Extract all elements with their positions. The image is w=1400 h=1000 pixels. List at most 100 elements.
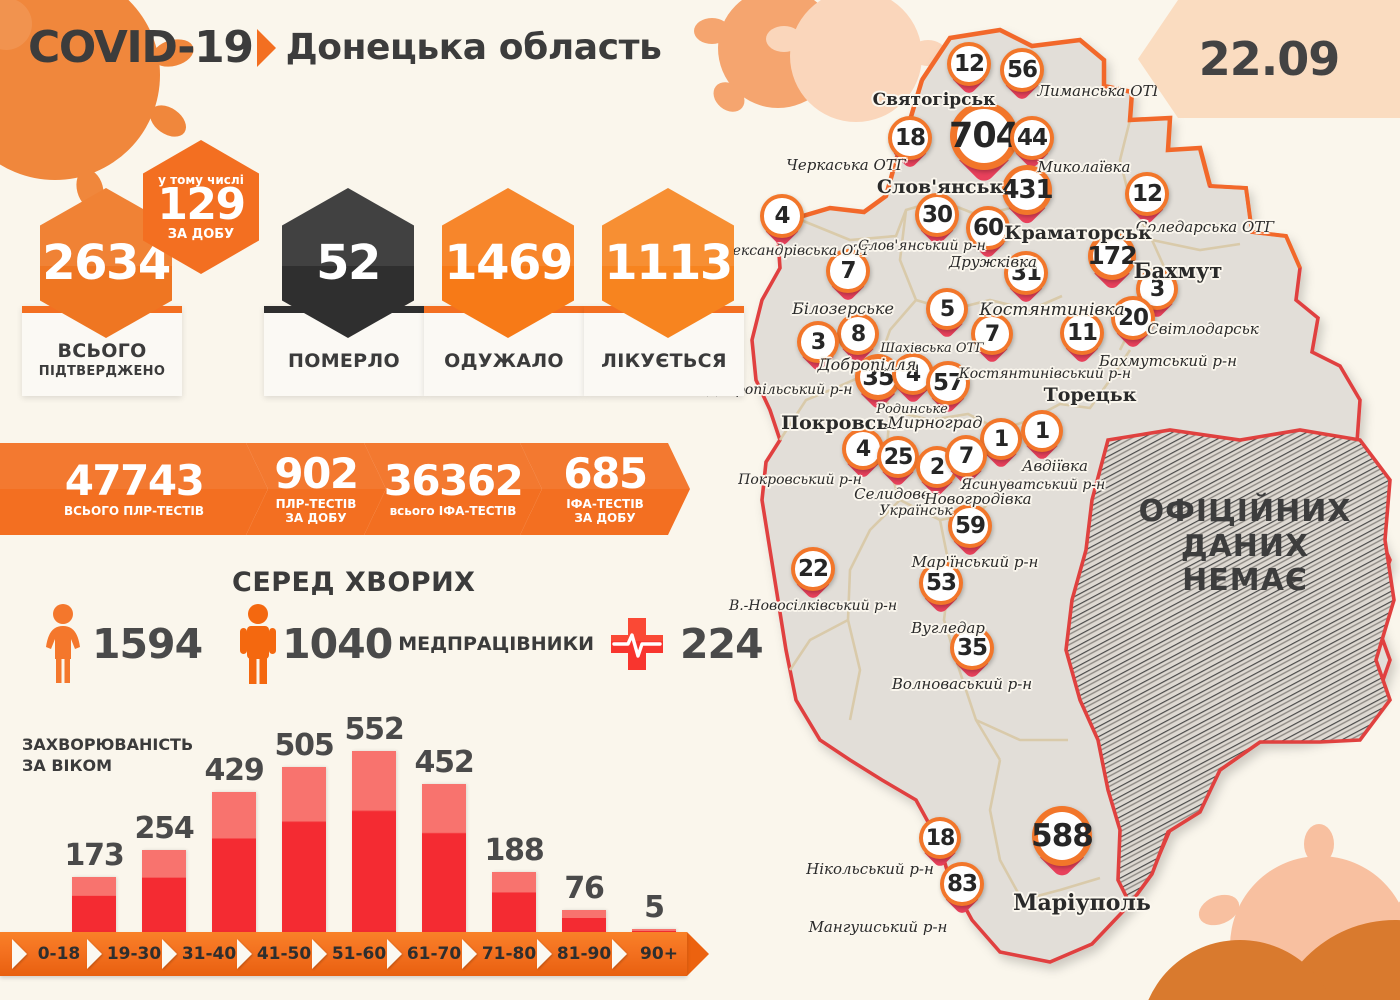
map-pin-value: 3 — [1149, 276, 1165, 302]
map-pin-value: 53 — [925, 570, 957, 596]
test-value: 36362 — [383, 455, 524, 505]
map-pin[interactable]: 172 — [1087, 232, 1138, 291]
stat-hexagon: 52 — [282, 188, 414, 338]
segment-gloss — [364, 443, 542, 489]
map-pin-value: 20 — [1117, 305, 1149, 331]
map-pin-inner: 25 — [881, 440, 915, 474]
bar-value-label: 429 — [204, 753, 264, 788]
map-pin[interactable]: 25 — [877, 436, 919, 488]
map-pin-value: 8 — [850, 321, 866, 347]
map-pin[interactable]: 7 — [971, 313, 1013, 365]
map-pin[interactable]: 5 — [926, 288, 968, 340]
bar — [562, 909, 606, 935]
map-pin-ring: 44 — [1010, 116, 1054, 160]
map-place-label: Миколаївка — [1037, 158, 1131, 176]
map-pin[interactable]: 35 — [855, 354, 901, 411]
among-sick-row: 1594 1040 МЕДПРАЦІВНИКИ 224 — [40, 600, 764, 688]
map-pin-ring: 12 — [947, 42, 991, 86]
map-pin-inner: 1 — [1025, 414, 1059, 448]
map-pin-value: 44 — [1016, 125, 1048, 151]
map-pin-inner: 4 — [846, 432, 880, 466]
map-pin[interactable]: 3 — [797, 321, 839, 373]
test-segment-elisa-daily: 685 ІФА-ТЕСТІВ ЗА ДОБУ — [520, 443, 690, 535]
map-pin-value: 431 — [1001, 175, 1053, 205]
map-pin[interactable]: 704 — [949, 102, 1020, 186]
map-pin-value: 4 — [855, 436, 871, 462]
map-place-label: Маріуполь — [1013, 890, 1151, 916]
map-pin-inner: 1 — [984, 422, 1018, 456]
map-pin-ring: 5 — [926, 288, 968, 330]
map-pin-ring: 57 — [926, 361, 970, 405]
map-pin-value: 12 — [953, 51, 985, 77]
bar-column: 254 — [134, 811, 195, 935]
region-title: Донецька область — [285, 27, 662, 68]
map-pin-ring: 172 — [1087, 232, 1138, 280]
chart-title-line1: ЗАХВОРЮВАНІСТЬ — [22, 735, 194, 754]
map-place-label: Новогродівка — [924, 490, 1032, 508]
map-pin[interactable]: 11 — [1060, 311, 1104, 366]
map-pin[interactable]: 7 — [945, 435, 987, 487]
map-pin[interactable]: 4 — [842, 428, 884, 480]
test-segment-pcr-total: 47743 ВСЬОГО ПЛР-ТЕСТІВ — [0, 443, 268, 535]
map-pin-value: 7 — [958, 443, 974, 469]
map-place-label: Українськ — [879, 503, 953, 519]
map-pin-ring: 431 — [1001, 165, 1054, 215]
map-pin-inner: 18 — [892, 120, 928, 156]
map-pin[interactable]: 57 — [926, 361, 970, 416]
chevron-right-icon — [162, 939, 177, 969]
map-pin-ring: 56 — [1000, 48, 1044, 92]
map-pin[interactable]: 1 — [980, 418, 1022, 470]
map-pin-value: 4 — [774, 203, 790, 229]
map-pin-inner: 22 — [795, 551, 831, 587]
map-pin[interactable]: 18 — [919, 817, 961, 869]
map-pin[interactable]: 30 — [915, 193, 959, 248]
map-pin-value: 25 — [883, 444, 914, 470]
map-pin[interactable]: 431 — [1001, 165, 1054, 227]
map-pin-inner: 588 — [1031, 812, 1094, 860]
map-pin-ring: 12 — [1125, 172, 1169, 216]
map-pin[interactable]: 4 — [760, 194, 804, 249]
map-pin[interactable]: 12 — [947, 42, 991, 97]
daily-top-label: у тому числі — [158, 172, 244, 187]
bar-column: 452 — [414, 745, 475, 935]
bar — [422, 784, 466, 935]
map-pin[interactable]: 20 — [1111, 296, 1155, 351]
map-pin[interactable]: 56 — [1000, 48, 1044, 103]
map-pin[interactable]: 31 — [1004, 251, 1048, 306]
stat-label-secondary: ПІДТВЕРДЖЕНО — [38, 364, 166, 379]
map-pin[interactable]: 60 — [966, 206, 1010, 261]
map-pin[interactable]: 588 — [1031, 806, 1094, 880]
map-pin[interactable]: 83 — [940, 862, 984, 917]
male-icon — [240, 604, 277, 684]
map-pin[interactable]: 12 — [1125, 172, 1169, 227]
map-pin[interactable]: 8 — [837, 313, 879, 365]
map-pin-inner: 44 — [1014, 120, 1050, 156]
map-pin-ring: 18 — [888, 116, 932, 160]
axis-tick: 31-40 — [162, 932, 237, 976]
map-pin[interactable]: 1 — [1021, 410, 1063, 462]
map-pin-ring: 11 — [1060, 311, 1104, 355]
map-place-label: Святогірськ — [872, 90, 996, 110]
map-pin-ring: 4 — [842, 428, 884, 470]
map-pin[interactable]: 22 — [791, 547, 835, 602]
stat-value: 52 — [316, 235, 381, 291]
map-pin-inner: 20 — [1115, 300, 1151, 336]
map-pin-inner: 12 — [951, 46, 987, 82]
map-pin[interactable]: 59 — [948, 504, 992, 559]
map-pin[interactable]: 53 — [919, 561, 963, 616]
map-pin-value: 35 — [956, 635, 988, 661]
medics-label: МЕДПРАЦІВНИКИ — [398, 633, 595, 655]
map-pin-inner: 4 — [896, 357, 930, 391]
map-place-label: Торецьк — [1043, 384, 1137, 406]
donetsk-region-map: 12 56 18 704 44 431 30 60 12 4 172 31 3 7 5 20 8 7 11 3 35 4 5… — [700, 0, 1400, 1000]
map-pin-inner: 83 — [944, 866, 980, 902]
map-place-label: Селидове — [854, 485, 930, 503]
map-place-label: Волноваський р-н — [891, 675, 1033, 693]
axis-tick-label: 61-70 — [406, 944, 462, 964]
map-pin[interactable]: 7 — [826, 249, 870, 304]
axis-tick: 19-30 — [87, 932, 162, 976]
map-no-data-area — [1064, 428, 1396, 908]
map-pin[interactable]: 18 — [888, 116, 932, 171]
map-pin[interactable]: 44 — [1010, 116, 1054, 171]
map-pin[interactable]: 35 — [950, 626, 994, 681]
